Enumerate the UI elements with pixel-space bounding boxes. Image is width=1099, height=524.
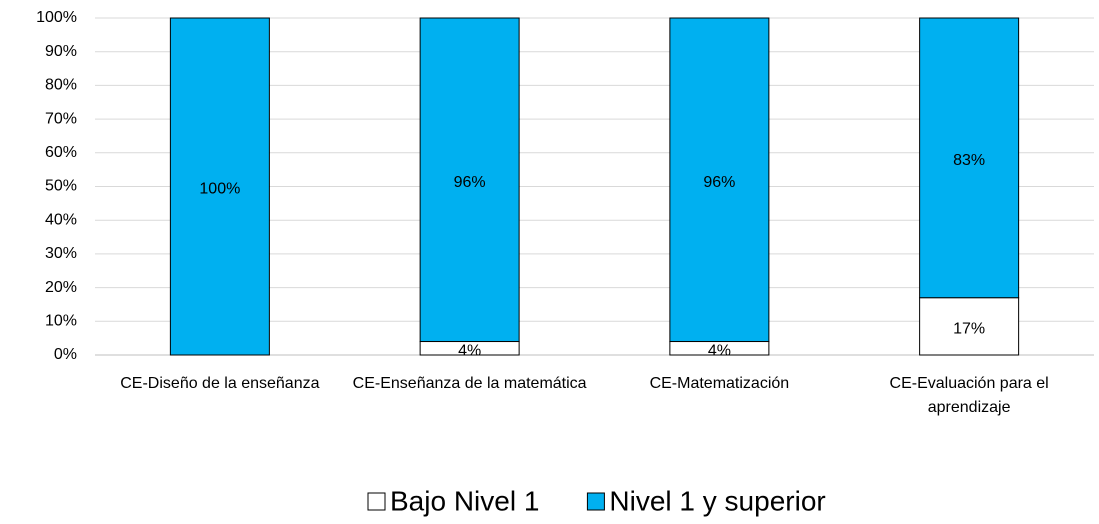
y-tick-label: 60% <box>45 144 77 161</box>
legend-label: Nivel 1 y superior <box>609 485 825 516</box>
data-label: 100% <box>199 181 240 198</box>
y-tick-label: 10% <box>45 313 77 330</box>
legend-label: Bajo Nivel 1 <box>390 485 539 516</box>
x-tick-label: CE-Diseño de la enseñanza <box>120 375 320 392</box>
bar-segment <box>919 17 1020 299</box>
data-label: 96% <box>454 174 486 191</box>
data-label: 4% <box>458 342 481 359</box>
y-tick-label: 80% <box>45 77 77 94</box>
bar-segment <box>669 17 770 343</box>
bar-segment <box>169 17 270 356</box>
bar-segment <box>419 17 520 343</box>
x-tick-label: CE-Matematización <box>649 375 790 392</box>
data-label: 17% <box>953 321 985 338</box>
x-tick-label: CE-Enseñanza de la matemática <box>352 375 587 392</box>
x-tick-label: CE-Evaluación para el aprendizaje <box>889 375 1049 416</box>
bar-segment <box>919 297 1020 356</box>
data-label: 96% <box>703 174 735 191</box>
data-label: 4% <box>708 342 731 359</box>
legend-swatch <box>586 492 605 511</box>
y-tick-label: 70% <box>45 110 77 127</box>
y-tick-label: 40% <box>45 211 77 228</box>
data-label: 83% <box>953 152 985 169</box>
y-tick-label: 30% <box>45 245 77 262</box>
y-tick-label: 100% <box>36 9 77 26</box>
y-tick-label: 50% <box>45 178 77 195</box>
y-tick-label: 0% <box>54 346 77 363</box>
legend-swatch <box>367 492 386 511</box>
y-tick-label: 90% <box>45 43 77 60</box>
y-tick-label: 20% <box>45 279 77 296</box>
